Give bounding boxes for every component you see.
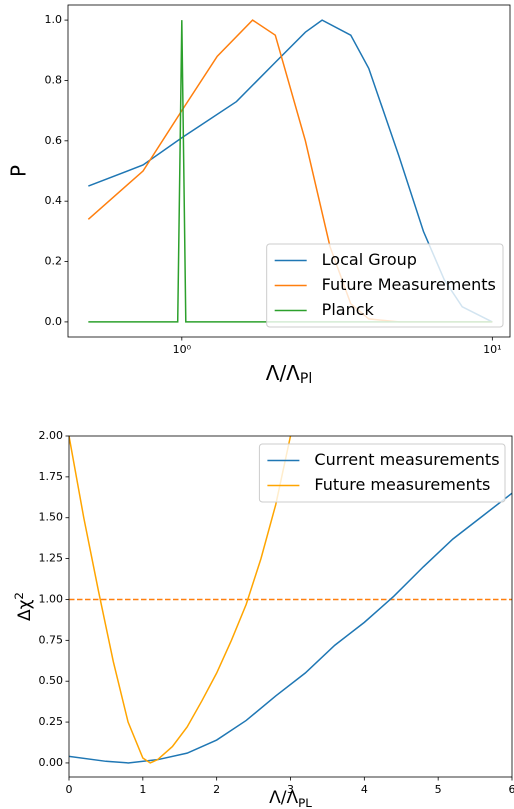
legend-label: Current measurements — [314, 450, 499, 469]
y-tick-label: 1.75 — [39, 470, 64, 483]
y-tick-label: 1.00 — [39, 592, 64, 605]
legend-label: Future Measurements — [322, 275, 496, 294]
label-sub: Pl — [300, 371, 312, 387]
legend-label: Local Group — [322, 250, 417, 269]
y-tick-label: 2.00 — [39, 429, 64, 442]
axis-label: Δχ2 — [12, 592, 36, 621]
y-tick-label: 0.00 — [39, 756, 64, 769]
legend-label: Future measurements — [314, 475, 490, 494]
label-sub: PL — [298, 796, 312, 809]
y-tick-label: 0.8 — [45, 73, 63, 86]
x-tick-label: 1 — [139, 783, 146, 796]
line — [69, 492, 512, 764]
legend-box — [258, 443, 506, 503]
x-tick-label: 3 — [287, 783, 294, 796]
y-tick-label: 0.2 — [45, 255, 63, 268]
y-tick-label: 1.50 — [39, 511, 64, 524]
legend-box — [266, 243, 504, 328]
y-tick-label: 1.0 — [45, 13, 63, 26]
y-tick-label: 0.75 — [39, 633, 64, 646]
x-tick-label: 5 — [435, 783, 442, 796]
y-tick-label: 0.25 — [39, 715, 64, 728]
x-tick-label: 4 — [361, 783, 368, 796]
y-tick-label: 0.50 — [39, 674, 64, 687]
x-tick-label: 2 — [213, 783, 220, 796]
axes-frame — [68, 435, 513, 778]
axis-label: Λ/ΛPl — [266, 361, 312, 388]
x-tick-label: 10⁰ — [173, 343, 192, 356]
axis-label: P — [7, 165, 31, 177]
x-tick-label: 0 — [66, 783, 73, 796]
axes-frame — [67, 4, 511, 338]
y-tick-label: 0.4 — [45, 194, 63, 207]
label-base: Δχ — [15, 599, 35, 621]
axis-label: Λ/ΛPL — [269, 788, 312, 809]
label-base: Λ/Λ — [266, 361, 300, 385]
label-sup: 2 — [12, 592, 26, 600]
line — [88, 20, 493, 323]
line — [69, 436, 292, 764]
y-tick-label: 1.25 — [39, 552, 64, 565]
y-tick-label: 0.0 — [45, 315, 63, 328]
x-tick-label: 10¹ — [483, 343, 501, 356]
legend-label: Planck — [322, 300, 375, 319]
x-tick-label: 6 — [509, 783, 514, 796]
label-base: Λ/Λ — [269, 788, 298, 808]
y-tick-label: 0.6 — [45, 134, 63, 147]
